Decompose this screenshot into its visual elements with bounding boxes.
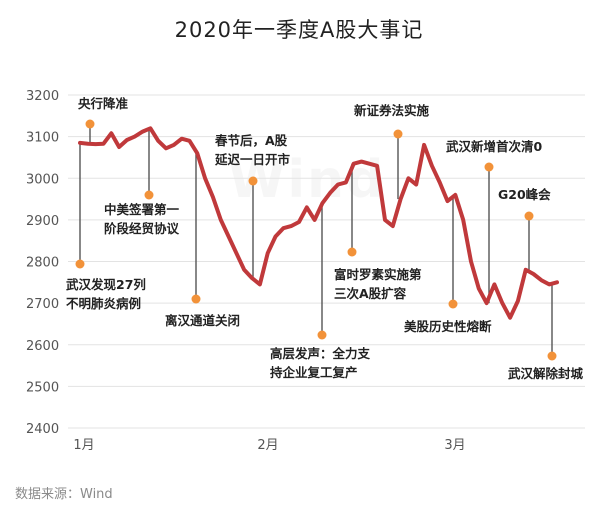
annotation-label: 不明肺炎病例 <box>66 296 141 311</box>
annotation-marker <box>144 190 154 200</box>
annotation-label: 阶段经贸协议 <box>104 221 180 236</box>
annotation-label: G20峰会 <box>498 187 551 202</box>
annotation-marker <box>484 162 494 172</box>
annotation-label: 武汉发现27列 <box>66 277 146 292</box>
y-tick-label: 3000 <box>26 172 59 187</box>
y-tick-label: 3200 <box>26 89 59 104</box>
annotation-marker <box>75 259 85 269</box>
annotation-label: 武汉新增首次清0 <box>446 139 543 154</box>
annotation-marker <box>547 351 557 361</box>
y-tick-label: 2900 <box>26 214 59 229</box>
annotation-label: 富时罗素实施第 <box>334 267 422 282</box>
series-line <box>78 126 559 320</box>
annotation-label: 武汉解除封城 <box>508 366 584 381</box>
annotation-label: 高层发声：全力支 <box>270 346 371 361</box>
y-tick-label: 2600 <box>26 339 59 354</box>
annotation-label: 延迟一日开市 <box>214 152 291 167</box>
y-tick-label: 2700 <box>26 297 59 312</box>
annotation-marker <box>448 299 458 309</box>
annotation-marker <box>191 294 201 304</box>
annotation-label: 持企业复工复产 <box>270 365 358 380</box>
chart-title: 2020年一季度A股大事记 <box>174 18 424 42</box>
y-tick-label: 3100 <box>26 131 59 146</box>
x-tick-label: 1月 <box>73 438 94 453</box>
source-note: 数据来源：Wind <box>15 487 113 502</box>
annotation-label: 三次A股扩容 <box>334 286 407 301</box>
annotation-marker <box>347 247 357 257</box>
annotation-label: 新证券法实施 <box>354 103 430 118</box>
y-tick-label: 2500 <box>26 380 59 395</box>
annotation-marker <box>85 119 95 129</box>
x-tick-label: 3月 <box>444 438 465 453</box>
annotation-marker <box>317 330 327 340</box>
annotation-marker <box>393 129 403 139</box>
annotation-marker <box>524 211 534 221</box>
annotation-label: 中美签署第一 <box>104 202 180 217</box>
annotation-label: 央行降准 <box>78 96 129 111</box>
annotation-label: 美股历史性熔断 <box>404 319 492 334</box>
annotation-label: 春节后，A股 <box>214 133 288 148</box>
y-tick-label: 2400 <box>26 422 59 437</box>
annotation-label: 离汉通道关闭 <box>165 313 240 328</box>
x-tick-label: 2月 <box>257 438 278 453</box>
y-tick-label: 2800 <box>26 256 59 271</box>
annotation-marker <box>248 176 258 186</box>
